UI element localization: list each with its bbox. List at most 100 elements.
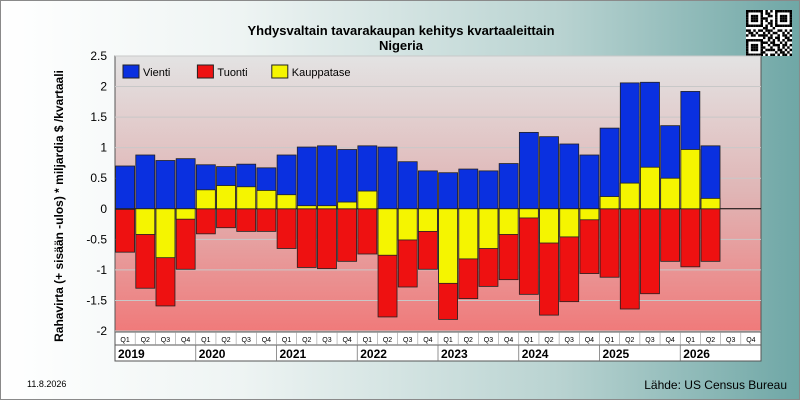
bar-kauppatase	[175, 208, 196, 220]
x-tick-label: Q4	[262, 337, 271, 344]
x-tick-label: Q1	[120, 337, 129, 344]
legend-swatch-vienti	[122, 64, 140, 79]
x-tick-label: Q3	[565, 337, 574, 344]
legend-swatch-tuonti	[196, 64, 214, 79]
x-tick-label: Q2	[544, 337, 553, 344]
bar-kauppatase	[640, 166, 660, 210]
x-tick-label: Q2	[302, 337, 311, 344]
y-tick-label: 2	[100, 80, 107, 94]
bar-kauppatase	[518, 208, 539, 219]
bar-vienti	[498, 163, 519, 210]
x-tick-label: Q1	[524, 337, 533, 344]
x-tick-label: Q2	[383, 337, 392, 344]
bar-kauppatase	[438, 208, 458, 284]
bar-tuonti	[115, 208, 135, 253]
bar-vienti	[115, 165, 135, 210]
year-label: 2023	[441, 347, 468, 361]
bar-tuonti	[296, 208, 317, 268]
x-tick-label: Q2	[625, 337, 634, 344]
bar-kauppatase	[700, 197, 721, 210]
x-tick-label: Q2	[221, 337, 230, 344]
bar-tuonti	[680, 208, 701, 268]
year-label: 2022	[360, 347, 387, 361]
x-tick-label: Q1	[201, 337, 210, 344]
x-tick-label: Q1	[686, 337, 695, 344]
bar-tuonti	[256, 208, 277, 232]
x-tick-label: Q3	[403, 337, 412, 344]
bar-kauppatase	[195, 189, 216, 210]
bar-kauppatase	[115, 208, 135, 210]
bar-vienti	[539, 136, 559, 210]
y-tick-label: 1	[100, 141, 107, 155]
bar-vienti	[317, 145, 337, 210]
x-tick-label: Q3	[484, 337, 493, 344]
bar-vienti	[518, 131, 539, 210]
x-tick-label: Q3	[322, 337, 331, 344]
legend-label-vienti: Vienti	[143, 67, 170, 79]
bar-kauppatase	[498, 208, 519, 235]
bar-kauppatase	[539, 208, 559, 244]
bar-tuonti	[195, 208, 216, 235]
x-tick-label: Q1	[282, 337, 291, 344]
bar-tuonti	[337, 208, 358, 262]
bar-kauppatase	[377, 208, 398, 256]
bar-tuonti	[619, 208, 640, 310]
bar-kauppatase	[579, 208, 600, 221]
x-tick-label: Q4	[665, 337, 674, 344]
y-tick-label: -1.5	[86, 293, 107, 307]
x-tick-label: Q1	[443, 337, 452, 344]
y-tick-label: 0.5	[90, 171, 107, 185]
y-tick-label: 2.5	[90, 49, 107, 63]
year-label: 2025	[603, 347, 630, 361]
bar-kauppatase	[135, 208, 156, 235]
x-tick-label: Q2	[141, 337, 150, 344]
bar-kauppatase	[458, 208, 479, 260]
chart-subtitle: Nigeria	[378, 38, 424, 53]
bar-vienti	[337, 149, 358, 210]
bar-vienti	[478, 170, 499, 210]
bar-kauppatase	[216, 185, 236, 210]
y-tick-label: -0.5	[86, 232, 107, 246]
y-tick-label: -1	[96, 263, 107, 277]
bar-tuonti	[317, 208, 337, 270]
x-tick-label: Q1	[605, 337, 614, 344]
qr-code-icon	[746, 10, 792, 56]
year-label: 2021	[280, 347, 307, 361]
bar-tuonti	[640, 208, 660, 295]
y-tick-label: 0	[100, 202, 107, 216]
bar-kauppatase	[397, 208, 418, 241]
bar-kauppatase	[478, 208, 499, 249]
x-tick-label: Q3	[726, 337, 735, 344]
bar-kauppatase	[619, 182, 640, 210]
year-label: 2019	[118, 347, 145, 361]
year-label: 2026	[683, 347, 710, 361]
x-tick-label: Q3	[161, 337, 170, 344]
legend-label-tuonti: Tuonti	[217, 67, 247, 79]
bar-vienti	[155, 160, 176, 210]
bar-vienti	[579, 154, 600, 210]
bar-vienti	[377, 146, 398, 210]
year-label: 2020	[199, 347, 226, 361]
bar-vienti	[296, 146, 317, 210]
bar-tuonti	[216, 208, 236, 229]
bar-tuonti	[518, 208, 539, 295]
bar-kauppatase	[155, 208, 176, 259]
bar-kauppatase	[317, 205, 337, 210]
bar-kauppatase	[296, 205, 317, 210]
bar-kauppatase	[236, 186, 257, 210]
x-tick-label: Q4	[423, 337, 432, 344]
bar-tuonti	[700, 208, 721, 262]
bar-vienti	[397, 161, 418, 210]
bar-vienti	[559, 143, 580, 210]
x-tick-label: Q4	[181, 337, 190, 344]
legend-swatch-kauppatase	[271, 64, 289, 79]
bar-tuonti	[660, 208, 681, 262]
bar-vienti	[175, 158, 196, 210]
bar-kauppatase	[559, 208, 580, 238]
x-tick-label: Q4	[342, 337, 351, 344]
x-tick-label: Q2	[706, 337, 715, 344]
bar-kauppatase	[357, 190, 378, 210]
year-label: 2024	[522, 347, 549, 361]
y-axis-label: Rahavirta (+ sisään -ulos) * miljardia $…	[52, 70, 66, 342]
